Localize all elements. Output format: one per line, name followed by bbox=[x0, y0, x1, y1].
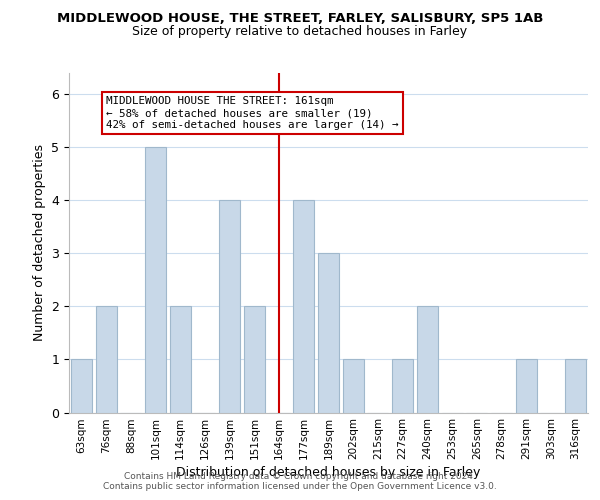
Bar bbox=[565, 360, 586, 412]
Bar bbox=[516, 360, 537, 412]
Bar bbox=[145, 147, 166, 412]
Bar bbox=[71, 360, 92, 412]
Bar bbox=[343, 360, 364, 412]
Y-axis label: Number of detached properties: Number of detached properties bbox=[33, 144, 46, 341]
Bar bbox=[95, 306, 116, 412]
Text: Size of property relative to detached houses in Farley: Size of property relative to detached ho… bbox=[133, 25, 467, 38]
Bar bbox=[244, 306, 265, 412]
Text: MIDDLEWOOD HOUSE, THE STREET, FARLEY, SALISBURY, SP5 1AB: MIDDLEWOOD HOUSE, THE STREET, FARLEY, SA… bbox=[57, 12, 543, 26]
Text: Contains HM Land Registry data © Crown copyright and database right 2024.: Contains HM Land Registry data © Crown c… bbox=[124, 472, 476, 481]
Text: MIDDLEWOOD HOUSE THE STREET: 161sqm
← 58% of detached houses are smaller (19)
42: MIDDLEWOOD HOUSE THE STREET: 161sqm ← 58… bbox=[106, 96, 398, 130]
Bar bbox=[219, 200, 240, 412]
Bar bbox=[293, 200, 314, 412]
Bar bbox=[392, 360, 413, 412]
Text: Contains public sector information licensed under the Open Government Licence v3: Contains public sector information licen… bbox=[103, 482, 497, 491]
Bar bbox=[318, 253, 339, 412]
Bar bbox=[417, 306, 438, 412]
X-axis label: Distribution of detached houses by size in Farley: Distribution of detached houses by size … bbox=[176, 466, 481, 479]
Bar bbox=[170, 306, 191, 412]
